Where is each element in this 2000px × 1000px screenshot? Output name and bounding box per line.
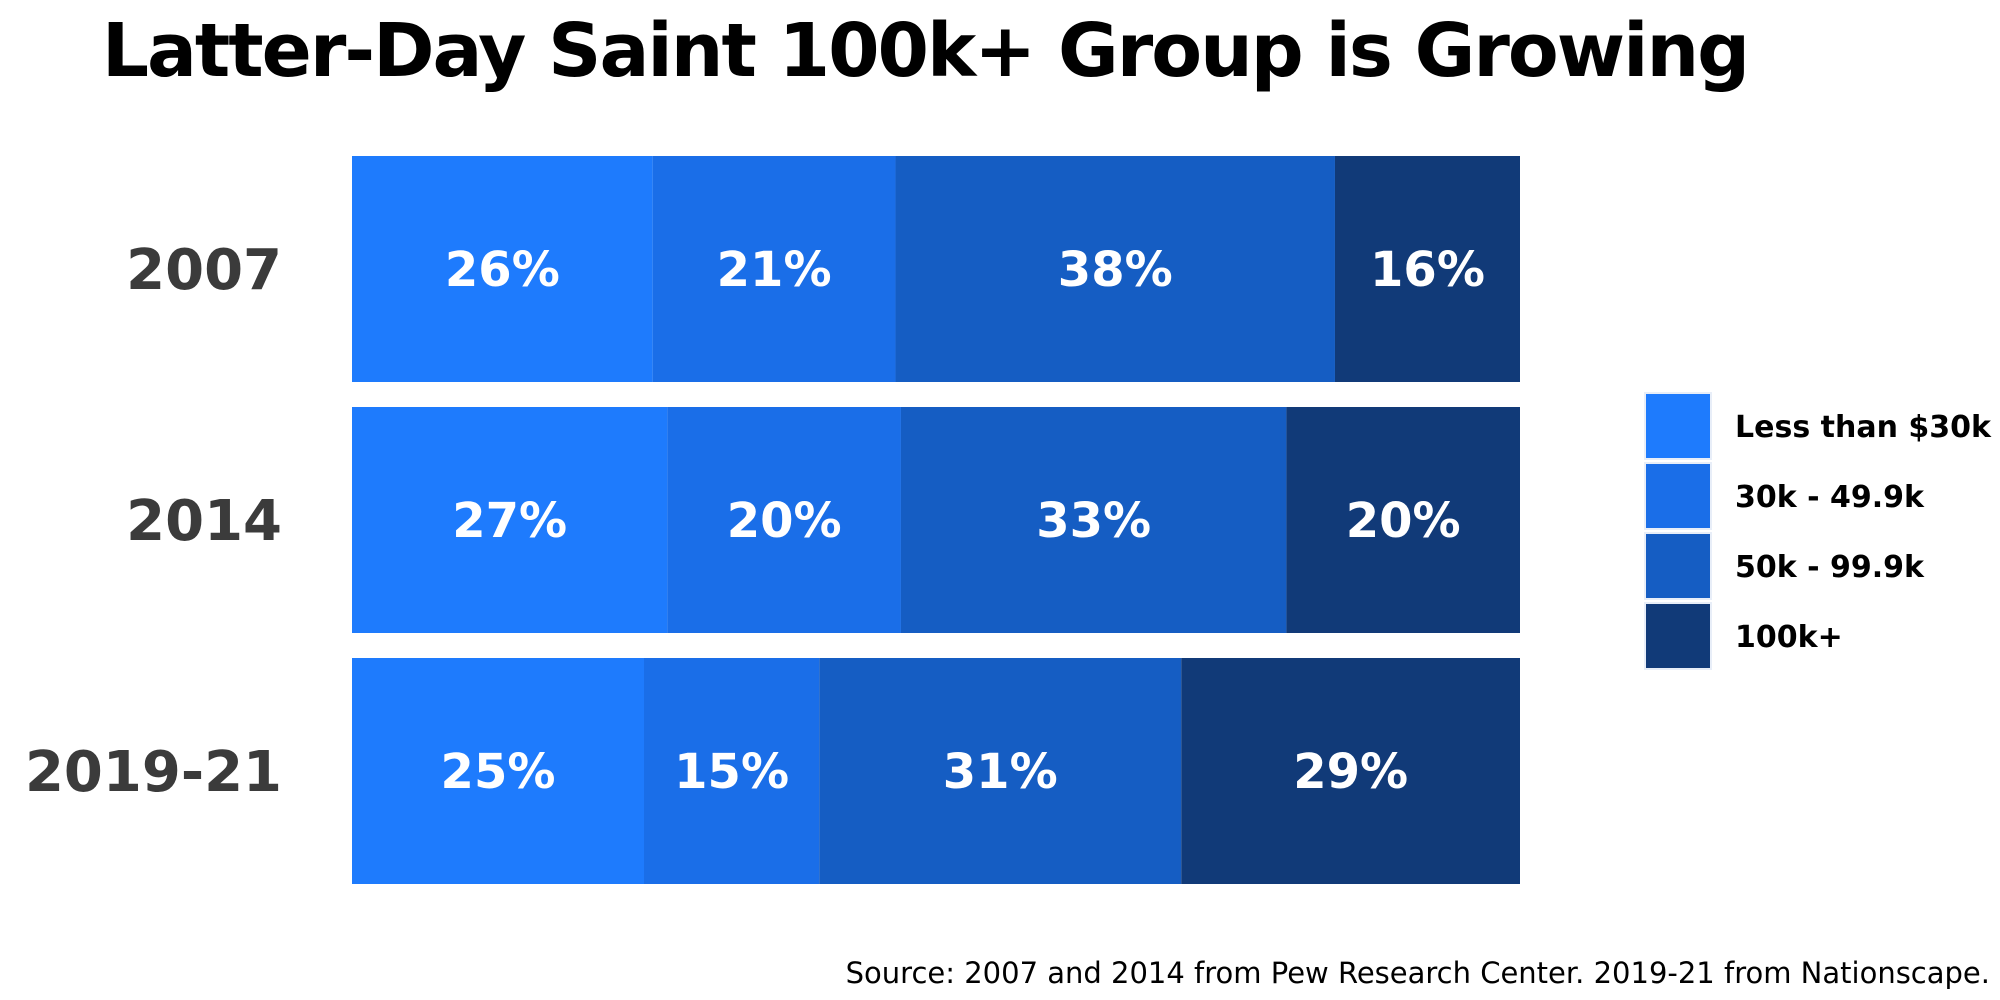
legend-label: 30k - 49.9k — [1735, 480, 1925, 515]
data-label: 15% — [674, 744, 789, 800]
data-label: 16% — [1370, 242, 1485, 298]
bar-segment — [352, 407, 668, 633]
category-label: 2014 — [126, 489, 282, 554]
bar-segment — [1334, 156, 1520, 382]
legend-swatch — [1644, 392, 1712, 460]
bar-segment — [352, 156, 653, 382]
bars-layer: 2007 26% 21% 38% 16% 2014 27% 20% 33% 20% 2019-21 2… — [25, 156, 1520, 884]
bar-segment — [352, 658, 644, 884]
data-label: 21% — [717, 242, 832, 298]
data-label: 31% — [943, 744, 1058, 800]
legend-label: 100k+ — [1735, 620, 1843, 655]
legend: Less than $30k 30k - 49.9k 50k - 99.9k 100k… — [1644, 392, 1992, 670]
data-label: 33% — [1036, 493, 1151, 549]
chart-title: Latter-Day Saint 100k+ Group is Growing — [101, 8, 1750, 94]
bar-segment — [895, 156, 1335, 382]
category-label: 2007 — [126, 238, 282, 303]
legend-swatch — [1644, 532, 1712, 600]
bar-segment — [1286, 407, 1520, 633]
data-label: 26% — [445, 242, 560, 298]
bar-segment — [1181, 658, 1520, 884]
data-label: 27% — [452, 493, 567, 549]
legend-label: Less than $30k — [1735, 410, 1992, 445]
bar-segment — [652, 156, 896, 382]
data-label: 25% — [441, 744, 556, 800]
source-note: Source: 2007 and 2014 from Pew Research … — [845, 956, 1990, 990]
legend-swatch — [1644, 602, 1712, 670]
bar-segment — [667, 407, 901, 633]
legend-label: 50k - 99.9k — [1735, 550, 1925, 585]
bar-segment — [900, 407, 1287, 633]
bar-segment — [819, 658, 1182, 884]
data-label: 20% — [1346, 493, 1461, 549]
category-label: 2019-21 — [25, 740, 282, 805]
data-label: 29% — [1293, 744, 1408, 800]
data-label: 38% — [1058, 242, 1173, 298]
bar-segment — [644, 658, 820, 884]
data-label: 20% — [727, 493, 842, 549]
legend-swatch — [1644, 462, 1712, 530]
